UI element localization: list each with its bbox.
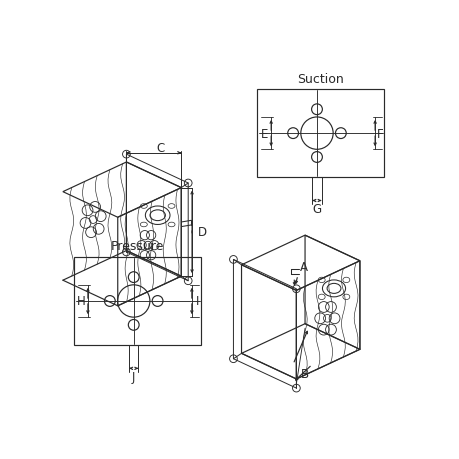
Bar [257,90,384,178]
Text: I: I [195,295,198,308]
Text: D: D [197,226,206,239]
Text: F: F [376,127,383,140]
Text: C: C [156,141,164,155]
Text: B: B [300,367,308,380]
Text: A: A [299,261,307,274]
Text: E: E [261,127,268,140]
Text: J: J [132,370,135,383]
Text: H: H [77,295,86,308]
Bar [74,257,201,346]
Text: G: G [312,202,321,215]
Text: Pressure: Pressure [111,240,164,253]
Text: Suction: Suction [297,73,343,85]
